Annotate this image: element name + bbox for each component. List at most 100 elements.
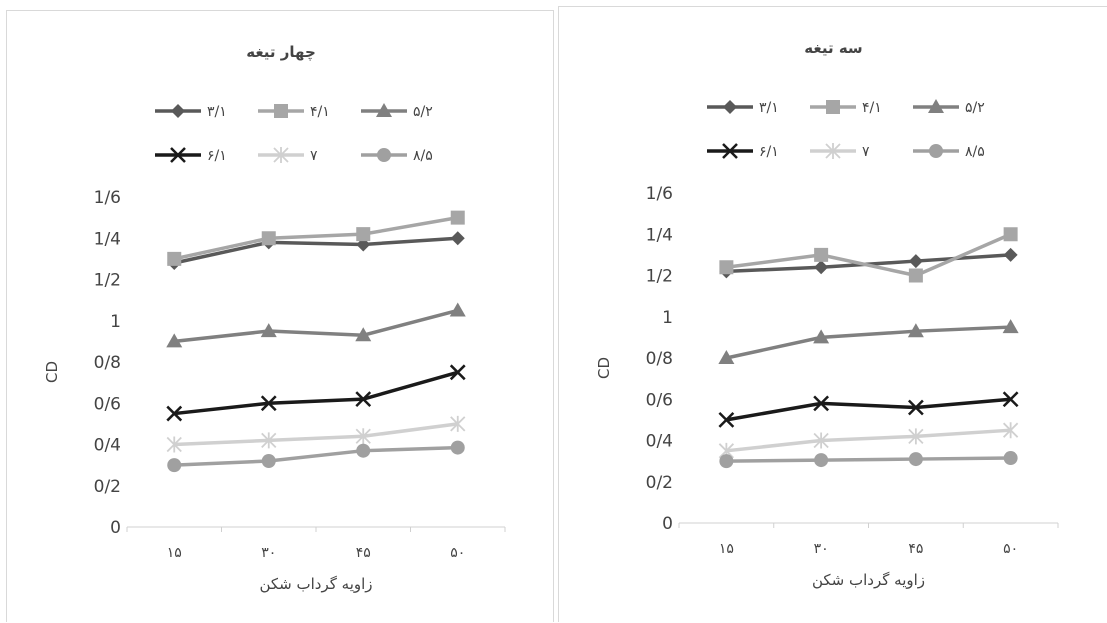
- y-tick-label: 1/2: [94, 271, 121, 291]
- data-point: [907, 399, 924, 416]
- data-point: [450, 440, 465, 455]
- legend-label: ۳/۱: [207, 104, 227, 120]
- data-point: [813, 432, 829, 449]
- y-axis-label: CD: [595, 357, 613, 379]
- chart-panel-three-blade: سه تیغه ۳/۱ ۴/۱ ۵/۲ ۶/۱ ۷ ۸/۵ 0 0/2 0/4 0/6 0/8 1 1/2…: [558, 6, 1107, 622]
- data-point: [908, 452, 923, 467]
- data-point: [719, 454, 734, 469]
- data-point: [260, 323, 277, 338]
- legend-item: ۴/۱: [810, 100, 882, 116]
- chart-title: سه تیغه: [804, 39, 862, 57]
- data-point: [1003, 247, 1018, 262]
- data-point: [450, 231, 465, 246]
- y-tick-label: 1/2: [646, 267, 673, 287]
- legend: ۳/۱ ۴/۱ ۵/۲ ۶/۱ ۷ ۸/۵: [155, 103, 433, 164]
- legend-item: ۵/۲: [913, 99, 985, 116]
- legend-marker: [723, 100, 737, 114]
- data-point: [356, 443, 371, 458]
- series: [167, 210, 465, 266]
- y-tick-label: 0/2: [94, 477, 121, 497]
- legend-item: ۸/۵: [913, 144, 985, 160]
- data-point: [261, 231, 276, 246]
- legend-item: ۴/۱: [258, 104, 330, 120]
- legend-item: ۳/۱: [155, 104, 227, 120]
- data-point: [260, 395, 277, 412]
- series: [167, 440, 465, 473]
- y-tick-label: 0/6: [94, 394, 121, 414]
- y-tick-label: 0/6: [646, 390, 673, 410]
- series-line: [726, 456, 1011, 463]
- data-point: [167, 251, 182, 266]
- data-point: [908, 254, 923, 269]
- data-point: [719, 260, 734, 275]
- data-point: [1002, 422, 1019, 439]
- data-point: [1003, 227, 1018, 242]
- data-point: [907, 323, 924, 338]
- legend-label: ۵/۲: [413, 104, 433, 120]
- legend-marker: [928, 99, 944, 113]
- legend-item: ۷: [258, 147, 318, 164]
- legend: ۳/۱ ۴/۱ ۵/۲ ۶/۱ ۷ ۸/۵: [707, 99, 985, 160]
- series-line: [174, 445, 458, 467]
- y-tick-label: 1: [662, 308, 673, 328]
- data-point: [261, 454, 276, 468]
- legend-label: ۴/۱: [862, 100, 882, 116]
- series-line: [174, 370, 459, 416]
- x-tick-label: ۴۵: [908, 541, 923, 557]
- y-tick-label: 1/6: [94, 188, 121, 208]
- legend-item: ۳/۱: [707, 100, 779, 116]
- chart-title: چهار تیغه: [246, 43, 316, 62]
- x-axis-label: زاویه گرداب شکن: [259, 575, 372, 593]
- legend-label: ۸/۵: [965, 144, 985, 160]
- y-tick-label: 0/4: [646, 432, 673, 452]
- data-point: [1002, 319, 1019, 334]
- data-point: [355, 327, 372, 342]
- data-point: [908, 428, 924, 445]
- legend-item: ۶/۱: [707, 143, 779, 160]
- data-point: [814, 260, 829, 275]
- legend-marker: [170, 147, 186, 163]
- data-point: [813, 395, 830, 412]
- series-line: [726, 428, 1011, 453]
- series-line: [173, 236, 458, 265]
- y-tick-label: 1/4: [94, 229, 121, 249]
- legend-label: ۴/۱: [310, 104, 330, 120]
- legend-marker: [826, 100, 840, 114]
- x-tick-label: ۳۰: [261, 545, 276, 561]
- legend-label: ۶/۱: [759, 144, 779, 160]
- legend-marker: [376, 103, 392, 117]
- legend-label: ۸/۵: [413, 148, 433, 164]
- legend-marker: [722, 143, 738, 159]
- x-tick-label: ۴۵: [356, 545, 371, 561]
- data-point: [355, 391, 372, 408]
- series-line: [174, 422, 458, 447]
- y-tick-label: 1/4: [646, 225, 673, 245]
- legend-label: ۵/۲: [965, 100, 985, 116]
- data-point: [1002, 391, 1019, 408]
- legend-label: ۳/۱: [759, 100, 779, 116]
- chart-panel-four-blade: چهار تیغه ۳/۱ ۴/۱ ۵/۲ ۶/۱ ۷ ۸/۵ 0 0/2 0/4 0/6 0/8 1 1…: [6, 10, 554, 622]
- series: [718, 422, 1019, 459]
- series-line: [726, 325, 1011, 360]
- data-point: [450, 210, 465, 225]
- x-tick-label: ۱۵: [719, 541, 734, 557]
- chart-four-blade: چهار تیغه ۳/۱ ۴/۱ ۵/۲ ۶/۱ ۷ ۸/۵ 0 0/2 0/4 0/6 0/8 1 1…: [43, 43, 506, 593]
- legend-item: ۵/۲: [361, 103, 433, 120]
- y-tick-label: 1/6: [646, 184, 673, 204]
- y-tick-label: 1: [110, 312, 121, 332]
- y-axis-label: CD: [43, 361, 61, 383]
- x-tick-label: ۳۰: [814, 541, 829, 557]
- data-point: [166, 405, 183, 422]
- series-line: [174, 308, 459, 344]
- data-point: [814, 453, 829, 468]
- y-tick-label: 0/2: [646, 473, 673, 493]
- data-point: [718, 350, 735, 364]
- series-line: [726, 232, 1012, 278]
- series: [166, 364, 466, 422]
- data-point: [261, 432, 277, 449]
- data-point: [167, 458, 182, 473]
- legend-item: ۸/۵: [361, 148, 433, 164]
- legend-label: ۷: [310, 148, 318, 164]
- x-tick-label: ۵۰: [1003, 541, 1018, 557]
- series: [719, 227, 1018, 283]
